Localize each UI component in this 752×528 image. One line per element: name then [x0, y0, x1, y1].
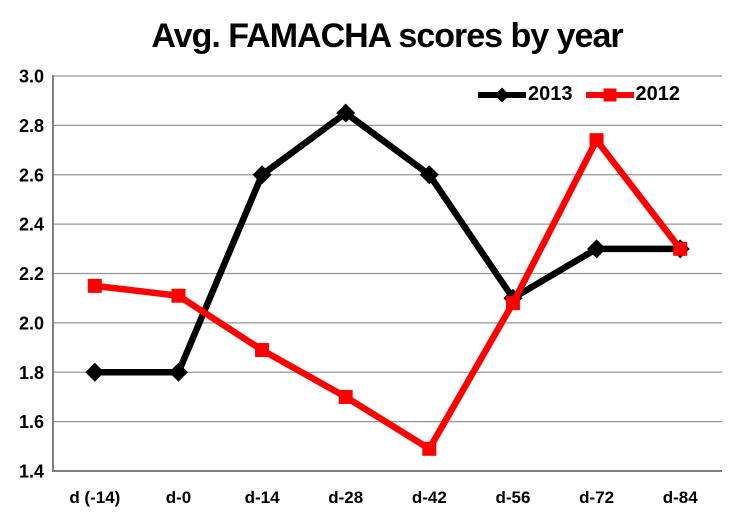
legend-item-2013: 2013 — [478, 83, 573, 106]
legend-label-2013: 2013 — [528, 83, 573, 105]
data-point-square — [422, 441, 437, 456]
x-tick-label: d-42 — [412, 488, 447, 507]
y-tick-label: 1.8 — [19, 363, 44, 383]
y-tick-label: 2.4 — [19, 215, 44, 235]
y-tick-label: 3.0 — [19, 67, 44, 87]
x-tick-label: d-0 — [166, 488, 192, 507]
data-point-diamond — [168, 362, 188, 382]
y-tick-label: 1.6 — [19, 412, 44, 432]
legend-label-2012: 2012 — [635, 83, 681, 105]
series-2013 — [85, 103, 690, 382]
data-point-square — [589, 133, 604, 148]
legend-diamond-marker — [494, 87, 510, 102]
x-tick-label: d-14 — [245, 488, 281, 507]
data-point-diamond — [587, 239, 607, 259]
y-tick-label: 2.0 — [19, 313, 44, 333]
data-point-square — [673, 241, 688, 256]
data-point-square — [255, 343, 270, 358]
x-tick-label: d-56 — [495, 488, 530, 507]
y-tick-label: 2.6 — [19, 165, 44, 185]
x-tick-label: d-28 — [328, 488, 363, 507]
legend-2012-line-square-icon — [585, 88, 634, 101]
series-line-2013 — [94, 108, 681, 376]
data-point-diamond — [252, 165, 272, 185]
data-point-square — [87, 278, 102, 293]
chart-title: Avg. FAMACHA scores by year — [151, 17, 623, 55]
data-point-diamond — [85, 362, 105, 382]
data-point-square — [338, 389, 353, 404]
x-tick-label: d-72 — [579, 488, 614, 507]
series-2012 — [87, 133, 688, 456]
legend: 2013 2012 — [478, 83, 680, 106]
legend-square-marker — [603, 88, 616, 101]
x-tick-label: d-84 — [663, 488, 699, 507]
y-tick-label: 1.4 — [19, 462, 44, 482]
y-tick-label: 2.2 — [19, 264, 44, 284]
x-tick-label: d (-14) — [69, 488, 120, 507]
y-tick-label: 2.8 — [19, 116, 44, 136]
data-point-square — [171, 288, 186, 303]
legend-item-2012: 2012 — [585, 83, 681, 106]
series-line-2012 — [94, 134, 683, 454]
data-point-diamond — [336, 103, 356, 123]
data-point-diamond — [419, 165, 439, 185]
data-point-square — [505, 296, 520, 311]
legend-2013-line-diamond-icon — [478, 87, 526, 102]
